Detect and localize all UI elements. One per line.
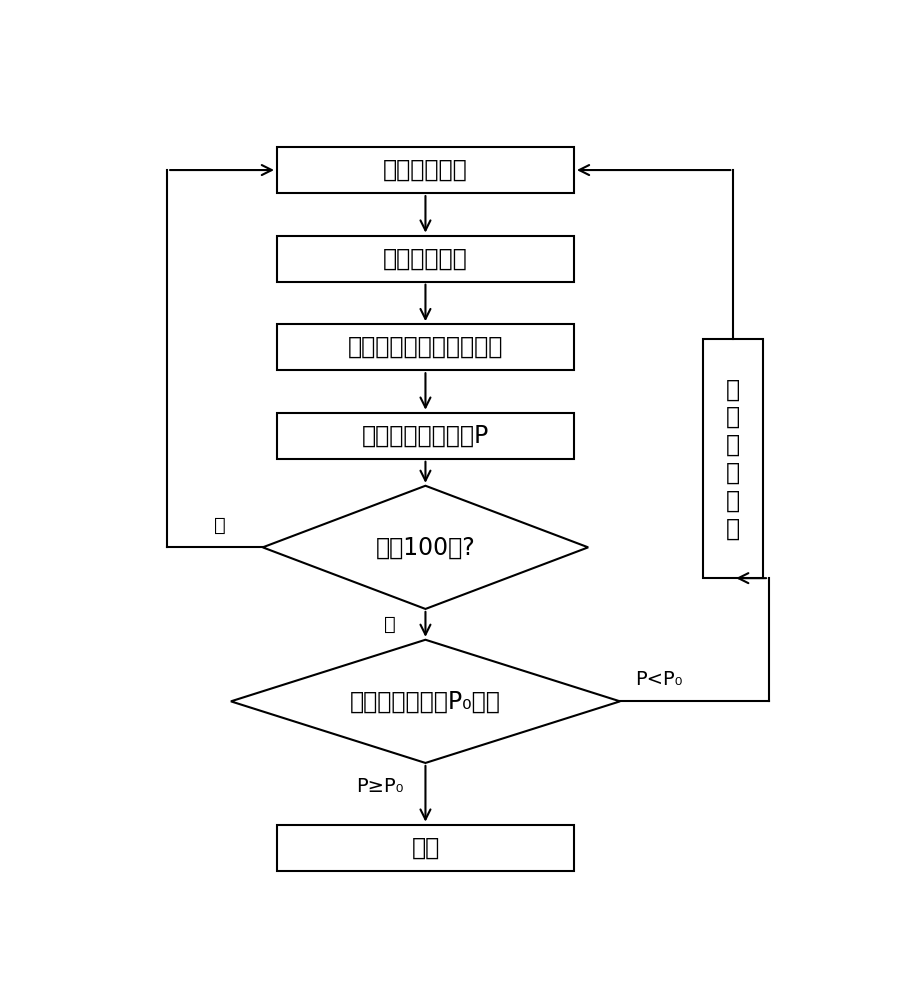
Text: 计算两侧声吵图像显著率: 计算两侧声吵图像显著率 [348,335,503,359]
Text: 否: 否 [215,516,226,535]
Text: P≥P₀: P≥P₀ [356,777,404,796]
Polygon shape [231,640,620,763]
Polygon shape [263,486,588,609]
Bar [277,825,574,871]
Text: 下
一
区
域
探
索: 下 一 区 域 探 索 [726,377,740,540]
Bar [277,413,574,459]
Text: 高维图像降维: 高维图像降维 [383,158,467,182]
Bar [703,339,763,578]
Text: P<P₀: P<P₀ [635,670,683,689]
Text: 回访: 回访 [412,836,439,860]
Text: 是: 是 [384,615,396,634]
Bar [277,147,574,193]
Bar [277,236,574,282]
Text: 计算不确定度阈値P: 计算不确定度阈値P [362,424,489,448]
Text: 图像特征采集: 图像特征采集 [383,247,467,271]
Text: 与不确定度阈値P₀比较: 与不确定度阈値P₀比较 [350,689,501,713]
Text: 航行100步?: 航行100步? [375,535,476,559]
Bar [277,324,574,370]
